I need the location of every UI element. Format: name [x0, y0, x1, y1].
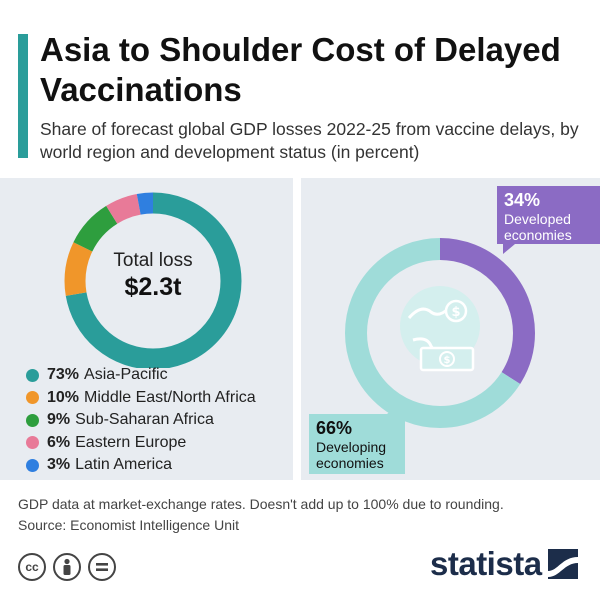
page-title: Asia to Shoulder Cost of Delayed Vaccina… [40, 31, 561, 108]
person-icon[interactable] [53, 553, 81, 581]
legend-value: 6% [47, 433, 71, 451]
developing-label-line1: Developing [316, 439, 387, 455]
legend-item: 6% Eastern Europe [26, 432, 256, 455]
development-donut-chart: $$ [345, 238, 535, 428]
legend-label: Latin America [75, 456, 173, 474]
legend-swatch [26, 413, 39, 427]
statista-logo-mark [547, 549, 578, 579]
developed-pct: 34% [504, 190, 541, 210]
cc-icon[interactable]: cc [18, 553, 46, 581]
page-subtitle: Share of forecast global GDP losses 2022… [40, 119, 579, 162]
region-slice-middle-east-north-africa [64, 192, 242, 368]
developed-label-line1: Developed [504, 211, 571, 227]
legend-swatch [26, 368, 39, 382]
legend-value: 10% [47, 388, 80, 406]
legend-label: Sub-Saharan Africa [75, 411, 214, 429]
legend-value: 73% [47, 366, 80, 384]
total-loss-label: Total loss [113, 250, 193, 271]
svg-text:$: $ [444, 355, 451, 366]
footnote-source: Source: Economist Intelligence Unit [18, 517, 239, 533]
license-icons: cc [18, 553, 116, 581]
footnote-note: GDP data at market-exchange rates. Doesn… [18, 496, 504, 512]
developed-label-line2: economies [504, 227, 572, 243]
globe-money-icon: $$ [400, 286, 480, 372]
developed-callout: 34% Developed economies [497, 186, 600, 254]
region-chart-panel: Total loss $2.3t 73% Asia-Pacific 10% Middl… [0, 178, 293, 480]
legend-item: 73% Asia-Pacific [26, 364, 256, 387]
region-legend: 73% Asia-Pacific 10% Middle East/North Afri… [26, 364, 256, 477]
donut-center-label: Total loss $2.3t [90, 250, 216, 302]
legend-item: 3% Latin America [26, 454, 256, 477]
developing-label-line2: economies [316, 455, 384, 471]
legend-value: 3% [47, 456, 71, 474]
development-chart-panel: $ $ 34% Developed economies 66% Developin… [301, 178, 600, 480]
legend-label: Middle East/North Africa [84, 388, 256, 406]
developing-pct: 66% [316, 418, 353, 438]
footnote: GDP data at market-exchange rates. Doesn… [18, 494, 588, 536]
statista-logo[interactable]: statista [430, 545, 578, 583]
legend-item: 9% Sub-Saharan Africa [26, 409, 256, 432]
title-accent-bar [18, 34, 28, 158]
legend-item: 10% Middle East/North Africa [26, 387, 256, 410]
legend-value: 9% [47, 411, 71, 429]
legend-label: Eastern Europe [75, 433, 187, 451]
region-donut-chart [64, 192, 242, 368]
development-slice-developing-economies [345, 238, 535, 428]
legend-swatch [26, 458, 39, 472]
developing-callout: 66% Developing economies [309, 404, 405, 474]
brand-name: statista [430, 545, 542, 582]
legend-swatch [26, 436, 39, 450]
legend-swatch [26, 391, 39, 405]
region-slice-latin-america [64, 192, 242, 368]
legend-label: Asia-Pacific [84, 366, 168, 384]
equals-icon[interactable] [88, 553, 116, 581]
svg-text:$: $ [451, 305, 460, 320]
total-loss-value: $2.3t [124, 273, 182, 301]
